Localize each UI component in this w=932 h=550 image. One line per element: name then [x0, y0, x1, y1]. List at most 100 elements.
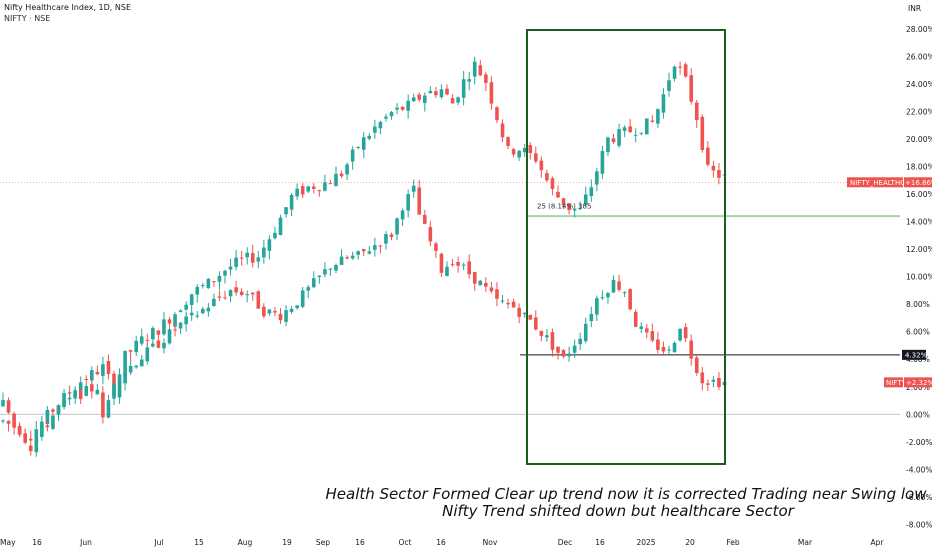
candle — [123, 369, 127, 391]
candle — [195, 311, 200, 319]
candle — [500, 119, 505, 142]
candle — [128, 349, 133, 361]
candle — [40, 423, 44, 441]
candle — [306, 284, 311, 299]
candle — [312, 271, 316, 289]
chart-title[interactable]: Nifty Healthcare Index, 1D, NSE — [4, 3, 132, 12]
candle-body — [112, 383, 116, 399]
candle-body — [572, 345, 577, 353]
candle — [34, 438, 39, 457]
candle-body — [151, 343, 155, 347]
candle-body — [1, 400, 5, 407]
candle-body — [262, 247, 266, 258]
candle-body — [650, 120, 655, 122]
candle-body — [51, 415, 55, 429]
candle — [700, 114, 705, 153]
highlight-box[interactable] — [526, 29, 726, 465]
candle-body — [195, 287, 200, 295]
candle — [484, 277, 488, 292]
candle-body — [223, 270, 227, 276]
candle-body — [34, 429, 39, 444]
x-tick-label: 16 — [595, 538, 605, 547]
nifty-tag-bg — [884, 377, 903, 388]
compare-symbol[interactable]: NIFTY · NSE — [4, 14, 51, 23]
candle — [6, 397, 11, 414]
candle-body — [595, 298, 599, 315]
nifty-tag: NIFTY +2.32% — [884, 377, 932, 388]
candle — [678, 328, 682, 342]
candle — [572, 208, 577, 218]
time-axis[interactable]: May 16 Jun Jul 15 Aug 19 Sep 16 Oct 16 Nov Dec 16 2025… — [0, 538, 884, 547]
candle — [139, 354, 144, 367]
candle-body — [345, 257, 349, 259]
candle — [156, 329, 161, 335]
candle-body — [694, 102, 699, 121]
y-tick-label: 6.00% — [906, 328, 930, 337]
candle-body — [117, 380, 122, 383]
candle — [95, 365, 100, 376]
candle-body — [206, 278, 211, 289]
candle-body — [273, 232, 277, 239]
candle — [101, 386, 105, 424]
candle-body — [434, 91, 438, 96]
x-tick-label: Apr — [871, 538, 885, 547]
candle-body — [561, 198, 566, 206]
candle — [350, 146, 355, 170]
candle — [167, 328, 172, 345]
candle — [134, 335, 138, 357]
candle-body — [106, 361, 111, 375]
candle — [223, 269, 227, 284]
candle — [378, 244, 383, 254]
candle — [689, 334, 693, 366]
candle — [456, 96, 460, 106]
candle-body — [600, 151, 605, 174]
hline-tag: 4.32% — [902, 349, 928, 360]
candle — [434, 241, 438, 258]
candle-body — [178, 310, 183, 313]
candle-body — [522, 147, 527, 153]
candle-body — [428, 90, 433, 94]
measure-bubble: 25 (8.14%) 385 — [537, 203, 591, 211]
candle — [300, 287, 305, 309]
candle — [567, 346, 571, 362]
candle-body — [267, 309, 272, 314]
candle — [706, 379, 710, 391]
candle — [650, 115, 655, 123]
nifty-candles — [1, 179, 727, 457]
candle-body — [578, 338, 582, 345]
candle-body — [356, 147, 360, 149]
candle-body — [62, 399, 66, 405]
candle — [1, 392, 5, 408]
candle-body — [184, 316, 188, 325]
candle — [95, 383, 100, 396]
candle — [156, 334, 161, 349]
candle — [528, 314, 533, 321]
candle-body — [545, 335, 549, 338]
candle — [595, 168, 599, 192]
candle-body — [700, 116, 705, 151]
candle — [417, 92, 422, 102]
candle — [511, 298, 516, 308]
candle-body — [78, 389, 83, 400]
candle-body — [678, 328, 682, 341]
candle-body — [12, 423, 16, 428]
candle — [667, 72, 671, 97]
candle — [262, 303, 266, 319]
candle-body — [306, 287, 311, 291]
candle-body — [534, 153, 538, 162]
x-tick-label: 16 — [32, 538, 42, 547]
candle — [622, 291, 627, 298]
candle-body — [128, 350, 133, 352]
candle — [600, 290, 605, 301]
candle-body — [528, 315, 533, 320]
price-axis[interactable]: 28.00% 26.00% 24.00% 22.00% 20.00% 18.00% 16.0… — [906, 25, 932, 529]
currency-label[interactable]: INR — [908, 4, 921, 13]
candle-body — [189, 312, 194, 316]
candle — [339, 170, 344, 179]
candle — [411, 179, 416, 198]
candle — [556, 185, 560, 199]
candle — [145, 333, 150, 347]
healthcare-tag-value: +16.86% — [905, 179, 932, 187]
y-tick-label: 18.00% — [906, 163, 932, 172]
